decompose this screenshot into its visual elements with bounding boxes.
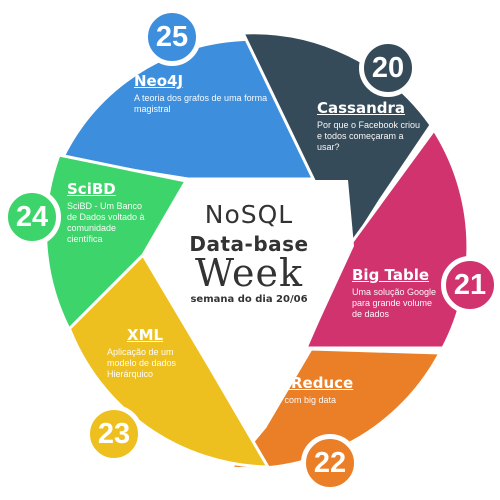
badge-scibd-number: 24 [3,188,61,246]
segment-text-mapreduce: Map Reduce Lidando com big data [250,374,390,406]
segment-title: Neo4J [134,72,184,90]
segment-text-xml: XML Aplicação de um modelo de dados Hier… [107,326,195,380]
segment-text-cassandra: Cassandra Por que o Facebook criou e tod… [317,99,421,153]
segment-description: SciBD - Um Banco de Dados voltado à comu… [67,201,145,244]
badge-bigtable-number: 21 [441,256,499,314]
badge-xml-number: 23 [85,405,143,463]
segment-bigtable [303,127,470,350]
segment-text-scibd: SciBD SciBD - Um Banco de Dados voltado … [67,180,151,245]
center-title-database: Data-base [189,232,309,256]
center-title-nosql: NoSQL [204,200,294,229]
center-subtitle-date: semana do dia 20/06 [190,294,308,305]
segment-title: Map Reduce [250,374,354,392]
segment-title: SciBD [67,180,116,198]
segment-description: Por que o Facebook criou e todos começar… [317,120,421,152]
center-hexagon [143,180,354,350]
segment-description: A teoria dos grafos de uma forma magistr… [134,93,268,114]
segment-title: XML [127,326,164,344]
badge-mapreduce-number: 22 [301,434,359,492]
segment-description: Lidando com big data [250,395,337,405]
segment-title: Cassandra [317,99,406,117]
segment-text-bigtable: Big Table Uma solução Google para grande… [352,266,440,320]
segment-description: Aplicação de um modelo de dados Hierárqu… [107,347,177,379]
segment-title: Big Table [352,266,430,284]
center-title-week: Week [195,251,303,295]
badge-neo4j-number: 25 [143,8,201,66]
segment-text-neo4j: Neo4J A teoria dos grafos de uma forma m… [134,72,268,115]
segment-xml [66,252,271,469]
badge-cassandra-number: 20 [359,39,417,97]
segment-description: Uma solução Google para grande volume de… [352,287,437,319]
segment-scibd [44,153,189,332]
